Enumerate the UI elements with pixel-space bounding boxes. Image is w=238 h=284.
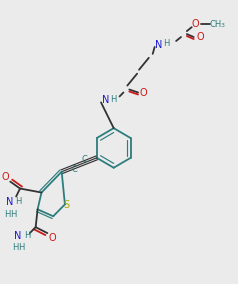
Text: N: N (14, 231, 22, 241)
Text: O: O (48, 233, 56, 243)
Text: O: O (139, 89, 147, 99)
Text: O: O (2, 172, 9, 182)
Text: C: C (81, 155, 87, 164)
Text: H: H (4, 210, 10, 219)
Text: H: H (15, 197, 21, 206)
Text: 3: 3 (221, 23, 225, 28)
Text: C: C (71, 165, 77, 174)
Text: H: H (10, 210, 16, 219)
Text: H: H (12, 243, 18, 252)
Text: N: N (6, 197, 13, 207)
Text: H: H (110, 95, 117, 104)
Text: H: H (18, 243, 24, 252)
Text: N: N (102, 95, 109, 105)
Text: O: O (192, 19, 199, 29)
Text: O: O (197, 32, 204, 42)
Text: S: S (64, 201, 70, 210)
Text: N: N (155, 40, 162, 50)
Text: H: H (163, 39, 169, 49)
Text: H: H (24, 231, 30, 240)
Text: CH: CH (209, 20, 221, 29)
